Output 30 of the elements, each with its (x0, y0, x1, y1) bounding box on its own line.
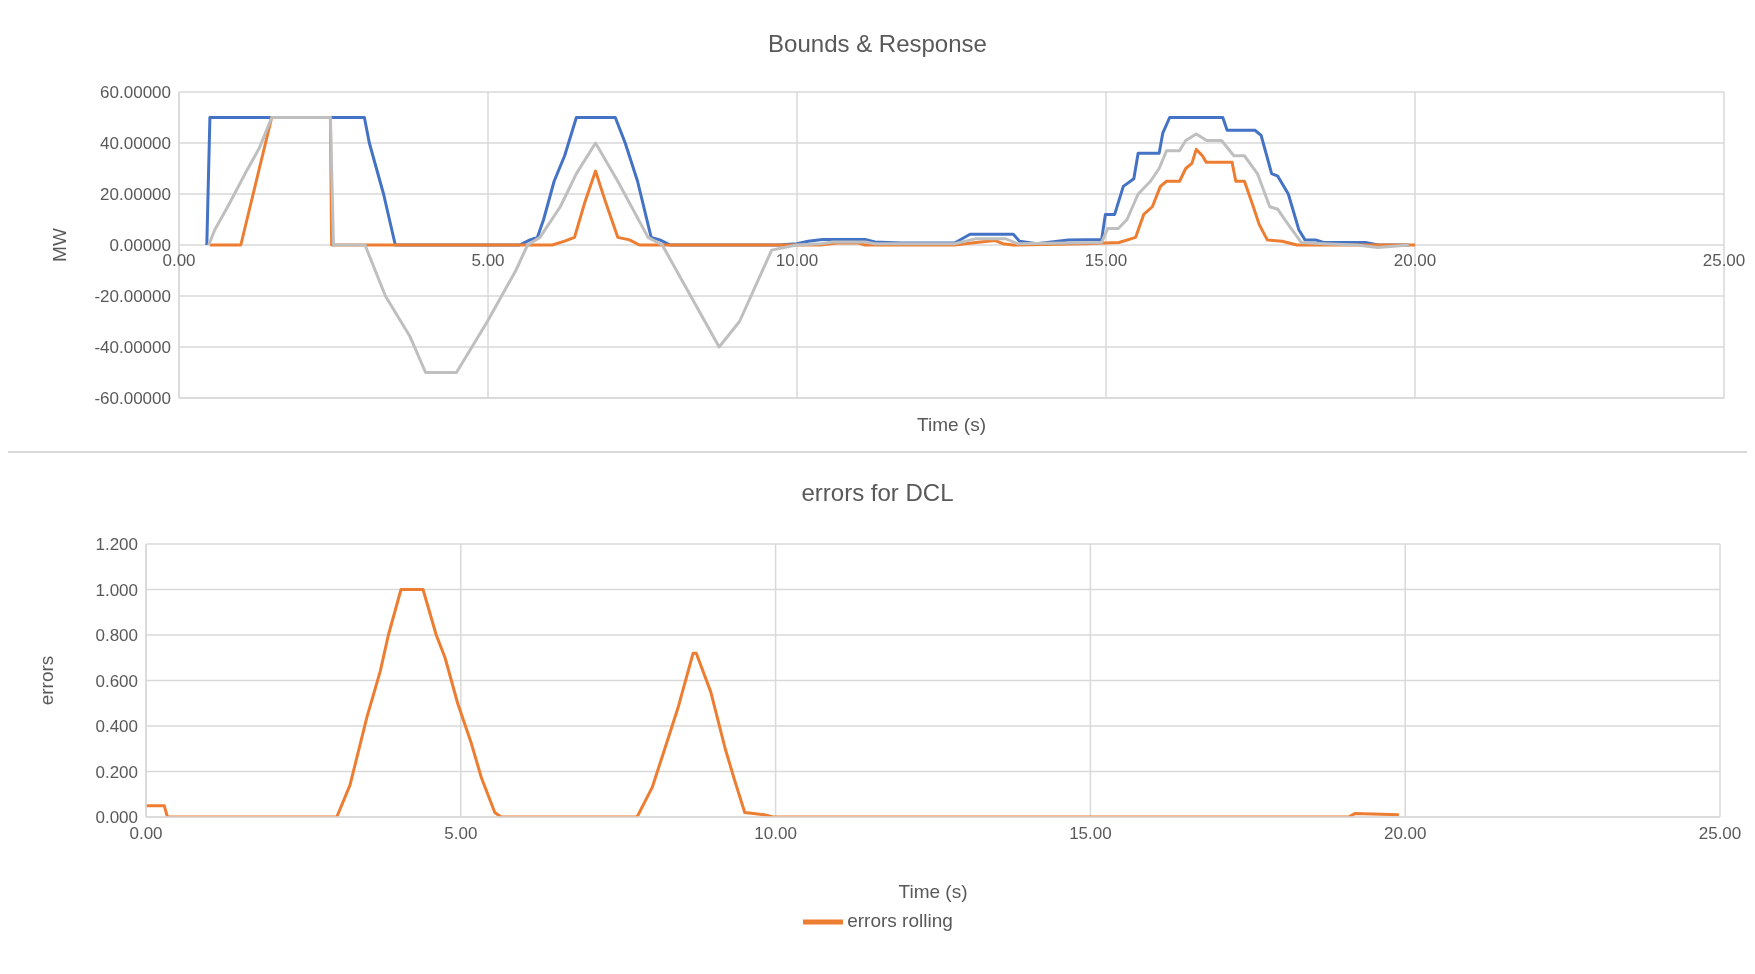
legend-label: errors rolling (847, 910, 953, 932)
x-axis-title: Time (s) (917, 414, 986, 435)
y-tick-label: -40.00000 (94, 338, 171, 358)
y-axis-title: errors (35, 655, 57, 706)
y-tick-label: 0.800 (95, 626, 138, 646)
x-tick-label: 15.00 (1084, 251, 1128, 270)
y-tick-label: 0.200 (95, 762, 138, 782)
y-tick-label: -60.00000 (94, 389, 171, 409)
y-tick-label: 0.400 (95, 717, 138, 737)
x-tick-label: 20.00 (1383, 824, 1427, 843)
y-tick-label: -20.00000 (94, 287, 171, 307)
x-tick-label: 10.00 (775, 251, 819, 270)
y-tick-label: 40.00000 (100, 134, 171, 154)
x-tick-label: 5.00 (471, 251, 505, 270)
y-tick-label: 1.000 (95, 580, 138, 600)
y-tick-label: 0.600 (95, 671, 138, 691)
y-tick-label: 1.200 (95, 535, 138, 555)
x-tick-label: 5.00 (444, 824, 478, 843)
x-tick-label: 20.00 (1393, 251, 1437, 270)
x-axis-title: Time (s) (898, 881, 968, 902)
y-tick-label: 20.00000 (100, 185, 171, 205)
x-tick-label: 25.00 (1698, 824, 1742, 843)
x-tick-label: 25.00 (1702, 251, 1746, 270)
x-tick-label: 10.00 (754, 824, 797, 843)
y-axis-title: MW (48, 228, 70, 262)
y-tick-label: 60.00000 (100, 83, 171, 103)
chart-title: Bounds & Response (767, 30, 988, 58)
x-tick-label: 0.00 (162, 251, 196, 270)
x-tick-label: 15.00 (1069, 824, 1112, 843)
chart-title: errors for DCL (800, 479, 955, 507)
